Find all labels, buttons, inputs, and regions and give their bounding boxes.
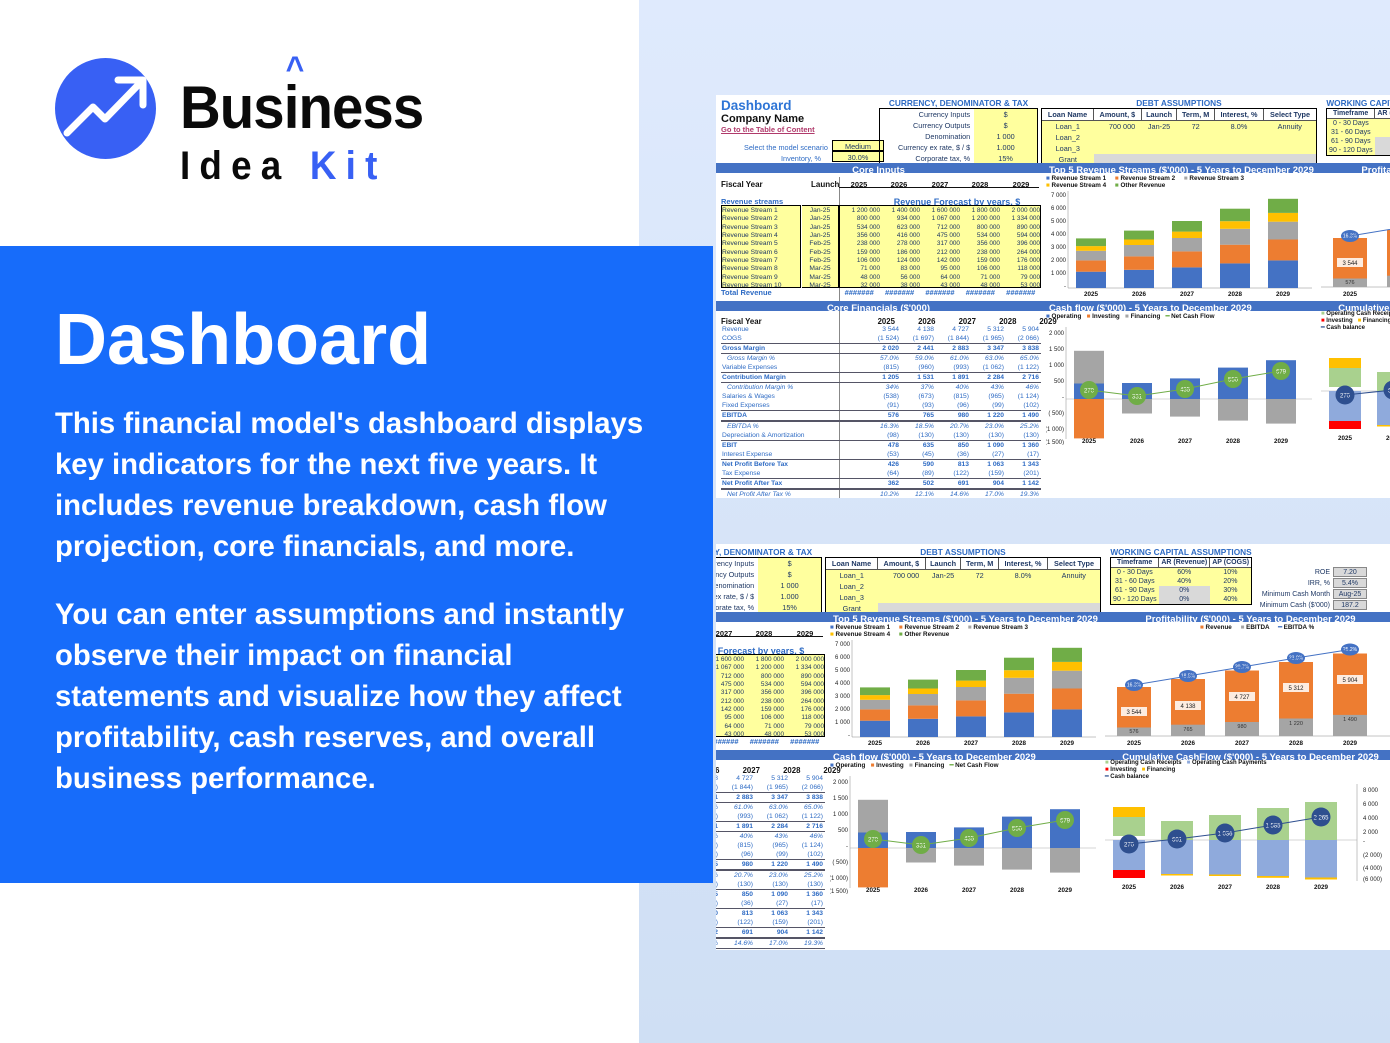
svg-text:1 490: 1 490 (1343, 717, 1357, 723)
svg-text:1 000: 1 000 (1049, 363, 1065, 369)
svg-text:1 220: 1 220 (1289, 721, 1303, 727)
svg-text:2028: 2028 (1289, 740, 1304, 747)
svg-text:2028: 2028 (1010, 887, 1025, 894)
svg-text:2029: 2029 (1276, 291, 1291, 298)
svg-text:-: - (1363, 839, 1365, 845)
svg-text:3 544: 3 544 (1126, 710, 1142, 716)
svg-text:2026: 2026 (1130, 438, 1145, 445)
svg-text:2027: 2027 (1218, 884, 1233, 891)
svg-text:1 500: 1 500 (1049, 347, 1065, 353)
svg-text:2025: 2025 (1082, 438, 1097, 445)
svg-text:( 500): ( 500) (832, 860, 848, 866)
svg-text:270: 270 (868, 837, 879, 843)
svg-text:2025: 2025 (1127, 740, 1142, 747)
svg-text:2 000: 2 000 (833, 780, 849, 786)
svg-text:6 000: 6 000 (835, 655, 851, 661)
svg-text:6 000: 6 000 (1051, 206, 1067, 212)
svg-text:(4 000): (4 000) (1363, 866, 1382, 872)
svg-text:7 000: 7 000 (1051, 193, 1067, 199)
svg-text:2027: 2027 (1178, 438, 1193, 445)
svg-text:(1 000): (1 000) (830, 876, 848, 882)
svg-text:4 000: 4 000 (1051, 232, 1067, 238)
svg-text:-: - (1064, 284, 1066, 290)
svg-text:2025: 2025 (868, 740, 883, 747)
svg-text:8 000: 8 000 (1363, 788, 1379, 794)
svg-text:(1 500): (1 500) (830, 889, 848, 894)
svg-text:2025: 2025 (1343, 291, 1358, 298)
svg-text:2029: 2029 (1314, 884, 1329, 891)
svg-text:765: 765 (1183, 727, 1192, 733)
svg-text:4 000: 4 000 (835, 681, 851, 687)
svg-text:(2 000): (2 000) (1363, 853, 1382, 859)
svg-text:5 312: 5 312 (1288, 686, 1304, 692)
svg-text:5 000: 5 000 (1051, 219, 1067, 225)
svg-text:2025: 2025 (1084, 291, 1099, 298)
svg-text:3 544: 3 544 (1342, 261, 1358, 267)
svg-text:500: 500 (838, 828, 849, 834)
svg-text:2 000: 2 000 (1049, 331, 1065, 337)
svg-text:576: 576 (1129, 729, 1138, 735)
svg-text:6 000: 6 000 (1363, 802, 1379, 808)
svg-text:2029: 2029 (1058, 887, 1073, 894)
svg-text:2028: 2028 (1012, 740, 1027, 747)
svg-text:679: 679 (1276, 369, 1287, 375)
svg-text:(1 500): (1 500) (1046, 440, 1064, 445)
svg-text:2026: 2026 (914, 887, 929, 894)
svg-text:2026: 2026 (916, 740, 931, 747)
svg-text:576: 576 (1345, 280, 1354, 286)
svg-text:2 000: 2 000 (1051, 258, 1067, 264)
svg-text:2026: 2026 (1181, 740, 1196, 747)
svg-text:2 000: 2 000 (1363, 830, 1379, 836)
svg-text:16.3%: 16.3% (1127, 683, 1142, 689)
svg-text:16.3%: 16.3% (1343, 234, 1358, 240)
svg-text:-: - (846, 844, 848, 850)
svg-text:980: 980 (1237, 724, 1246, 730)
svg-text:1 000: 1 000 (833, 812, 849, 818)
svg-text:2028: 2028 (1266, 884, 1281, 891)
svg-text:(6 000): (6 000) (1363, 877, 1382, 883)
svg-text:1 000: 1 000 (1051, 271, 1067, 277)
svg-text:2028: 2028 (1226, 438, 1241, 445)
svg-text:2025: 2025 (1122, 884, 1137, 891)
svg-text:2025: 2025 (866, 887, 881, 894)
svg-text:2026: 2026 (1386, 435, 1390, 442)
svg-text:( 500): ( 500) (1048, 411, 1064, 417)
svg-text:2029: 2029 (1060, 740, 1075, 747)
svg-text:4 000: 4 000 (1363, 816, 1379, 822)
svg-text:2026: 2026 (1170, 884, 1185, 891)
svg-text:4 138: 4 138 (1180, 704, 1196, 710)
svg-text:5 904: 5 904 (1342, 678, 1358, 684)
svg-text:1 500: 1 500 (833, 796, 849, 802)
svg-text:3 000: 3 000 (1051, 245, 1067, 251)
svg-text:7 000: 7 000 (835, 642, 851, 648)
svg-text:270: 270 (1084, 388, 1095, 394)
svg-text:5 000: 5 000 (835, 668, 851, 674)
svg-text:2029: 2029 (1343, 740, 1358, 747)
svg-text:-: - (848, 733, 850, 739)
svg-text:2029: 2029 (1274, 438, 1289, 445)
svg-text:2027: 2027 (1235, 740, 1250, 747)
svg-text:3 000: 3 000 (835, 694, 851, 700)
svg-text:2027: 2027 (1180, 291, 1195, 298)
svg-text:2026: 2026 (1132, 291, 1147, 298)
svg-text:2028: 2028 (1228, 291, 1243, 298)
svg-text:2025: 2025 (1338, 435, 1353, 442)
svg-text:-: - (1062, 395, 1064, 401)
svg-text:1 000: 1 000 (835, 720, 851, 726)
svg-text:(1 000): (1 000) (1046, 427, 1064, 433)
svg-text:500: 500 (1054, 379, 1065, 385)
svg-text:4 727: 4 727 (1234, 695, 1250, 701)
svg-text:2027: 2027 (962, 887, 977, 894)
svg-text:679: 679 (1060, 818, 1071, 824)
svg-text:2 000: 2 000 (835, 707, 851, 713)
svg-text:2027: 2027 (964, 740, 979, 747)
